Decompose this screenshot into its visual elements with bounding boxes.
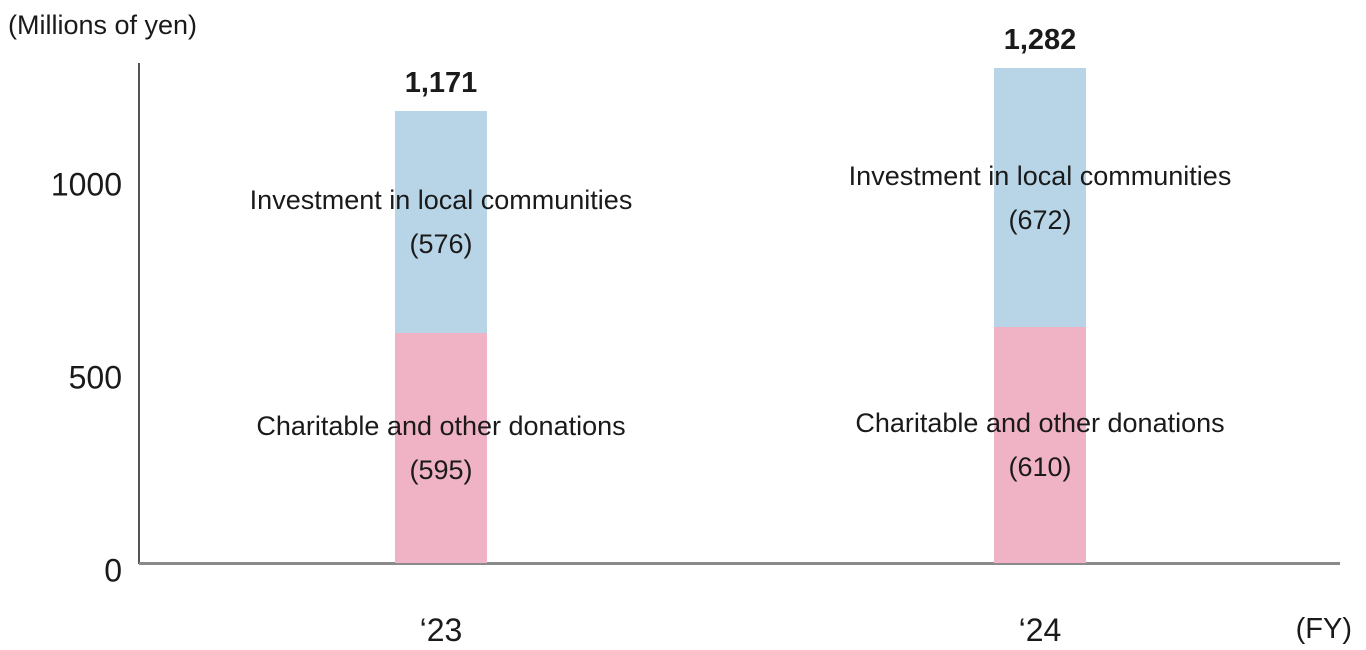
- bar-segment: Investment in local communities (672): [849, 68, 1231, 328]
- segment-value: (576): [409, 229, 473, 260]
- segment-label: Charitable and other donations (610): [855, 401, 1224, 489]
- segment-name: Investment in local communities: [249, 185, 633, 216]
- y-tick-label: 500: [68, 359, 122, 396]
- segment-label: Investment in local communities (672): [849, 154, 1232, 242]
- y-tick-label: 1000: [50, 166, 122, 203]
- segment-label: Charitable and other donations (595): [256, 404, 625, 492]
- bar-segment: Charitable and other donations (610): [855, 327, 1225, 563]
- x-axis-line: [139, 562, 1340, 565]
- y-axis-unit-label: (Millions of yen): [8, 10, 198, 40]
- segment-value: (595): [409, 455, 473, 486]
- segment-value: (610): [1008, 452, 1072, 483]
- bar-total-label: 1,282: [1003, 24, 1077, 57]
- y-tick-label: 0: [104, 552, 122, 589]
- segment-name: Charitable and other donations: [855, 408, 1225, 439]
- x-axis-fy-label: (FY): [1295, 613, 1352, 645]
- y-axis-line: [138, 63, 140, 564]
- segment-value: (672): [1008, 204, 1072, 235]
- x-tick-label: ‘24: [1018, 612, 1062, 648]
- segment-label: Investment in local communities (576): [250, 178, 633, 266]
- bar-segment: Investment in local communities (576): [250, 110, 632, 334]
- segment-name: Investment in local communities: [848, 160, 1232, 191]
- bar-segment: Charitable and other donations (595): [256, 333, 626, 563]
- segment-name: Charitable and other donations: [256, 411, 626, 442]
- x-tick-label: ‘23: [419, 612, 463, 648]
- bar-total-label: 1,171: [404, 66, 478, 99]
